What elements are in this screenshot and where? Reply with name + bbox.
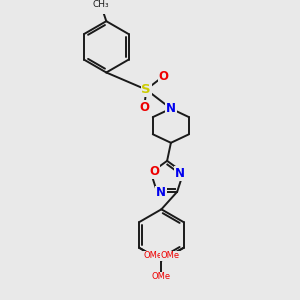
Text: N: N — [166, 102, 176, 115]
Text: OMe: OMe — [160, 251, 179, 260]
Text: S: S — [141, 83, 151, 96]
Text: CH₃: CH₃ — [92, 0, 109, 9]
Text: O: O — [139, 101, 149, 114]
Text: O: O — [158, 70, 168, 83]
Text: N: N — [175, 167, 184, 180]
Text: OMe: OMe — [144, 251, 163, 260]
Text: N: N — [156, 186, 166, 199]
Text: OMe: OMe — [152, 272, 171, 281]
Text: O: O — [149, 165, 159, 178]
